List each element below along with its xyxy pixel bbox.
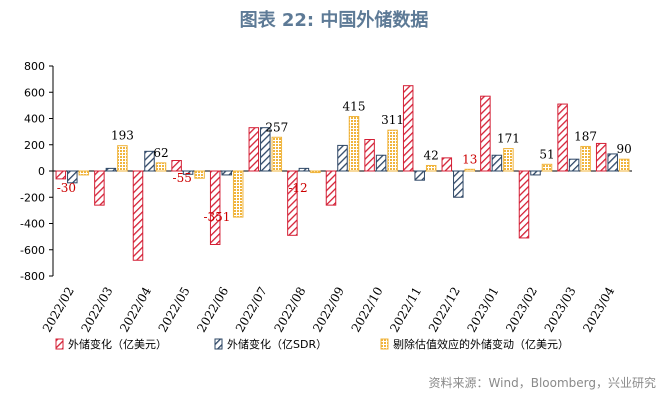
bar-fx-sdr (105, 167, 117, 172)
data-labels: -30 193 62 -55 -351 257 -12 415 311 42 13 171 51 187 9… (57, 100, 632, 225)
bar-fx-usd (248, 127, 260, 172)
x-tick-label: 2022/02 (40, 285, 77, 335)
bar-fx-sdr (221, 170, 232, 176)
x-tick-label: 2022/10 (349, 285, 386, 335)
bar-fx-usd (402, 85, 414, 172)
x-tick-label: 2022/03 (78, 285, 115, 335)
x-tick-label: 2022/11 (387, 285, 424, 335)
legend-label: 外储变化（亿SDR） (227, 337, 327, 351)
bar-fx-usd (325, 170, 337, 206)
x-tick-label: 2022/12 (426, 285, 463, 335)
bar-fx-sdr (260, 127, 271, 172)
bar-fx-adjusted (541, 163, 553, 172)
legend-swatch (380, 338, 389, 350)
x-tick-label: 2022/08 (271, 285, 308, 335)
y-tick-label: 0 (38, 165, 45, 178)
y-tick-label: -400 (20, 218, 45, 231)
bar-fx-usd (480, 95, 491, 172)
legend-swatch (214, 338, 223, 350)
y-tick-label: -800 (20, 270, 45, 283)
data-label: 415 (343, 100, 366, 114)
bar-fx-sdr (337, 144, 348, 172)
source-note: 资料来源：Wind，Bloomberg，兴业研究 (428, 376, 656, 390)
data-label: 62 (153, 146, 168, 160)
bar-fx-adjusted (271, 136, 283, 172)
data-label: 42 (424, 148, 439, 162)
bar-fx-usd (595, 142, 607, 172)
data-label: 171 (497, 132, 520, 146)
bar-fx-adjusted (310, 170, 321, 174)
bars (55, 85, 630, 261)
x-tick-label: 2022/05 (156, 285, 193, 335)
bar-fx-sdr (298, 167, 310, 172)
data-label: 13 (462, 152, 477, 166)
y-tick-label: 800 (24, 60, 45, 73)
bar-fx-sdr (144, 150, 155, 172)
y-tick-label: -200 (20, 191, 45, 204)
bar-fx-sdr (414, 170, 425, 181)
data-label: 257 (265, 120, 288, 134)
data-label: 311 (381, 113, 404, 127)
x-tick-label: 2022/07 (233, 285, 270, 335)
y-tick-label: 600 (24, 86, 45, 99)
bar-fx-adjusted (580, 145, 591, 172)
bar-fx-sdr (530, 170, 541, 176)
data-label: -55 (173, 171, 192, 185)
x-tick-label: 2022/06 (194, 285, 231, 335)
bar-fx-adjusted (425, 164, 437, 172)
bar-fx-usd (441, 157, 453, 172)
bar-fx-sdr (607, 153, 618, 172)
y-tick-label: -600 (20, 244, 45, 257)
bar-fx-sdr (568, 158, 580, 172)
bar-fx-usd (287, 170, 298, 236)
bar-fx-usd (557, 103, 568, 172)
bar-fx-sdr (375, 154, 387, 172)
bar-fx-sdr (182, 170, 194, 175)
bar-fx-adjusted (387, 129, 398, 172)
legend-swatch (55, 338, 64, 350)
data-label: 90 (617, 142, 632, 156)
bar-fx-usd (364, 139, 375, 172)
data-label: 51 (539, 147, 554, 161)
y-tick-label: 400 (24, 113, 45, 126)
legend: 外储变化（亿美元） 外储变化（亿SDR） 剔除估值效应的外储变动（亿美元） (55, 337, 569, 351)
bar-fx-adjusted (232, 170, 244, 218)
legend-label: 剔除估值效应的外储变动（亿美元） (393, 337, 569, 351)
legend-label: 外储变化（亿美元） (68, 337, 167, 351)
y-tick-label: 200 (24, 139, 45, 152)
bar-fx-adjusted (464, 168, 476, 172)
bar-fx-adjusted (503, 148, 514, 172)
bar-fx-sdr (67, 170, 78, 184)
x-tick-label: 2023/02 (503, 285, 540, 335)
data-label: 187 (574, 129, 597, 143)
x-tick-label: 2023/03 (542, 285, 579, 335)
bar-fx-usd (55, 170, 67, 180)
bar-fx-usd (171, 160, 182, 172)
x-tick-label: 2023/04 (580, 284, 617, 334)
bar-fx-adjusted (194, 170, 205, 179)
bar-fx-usd (209, 170, 221, 245)
bar-fx-sdr (491, 154, 503, 172)
bar-fx-usd (132, 170, 144, 261)
data-label: -12 (288, 181, 307, 195)
bar-fx-adjusted (618, 158, 630, 172)
data-label: 193 (111, 129, 134, 143)
data-label: -30 (57, 181, 76, 195)
x-tick-label: 2022/09 (310, 285, 347, 335)
bar-fx-adjusted (348, 116, 360, 172)
bar-fx-adjusted (117, 145, 128, 172)
bar-fx-sdr (453, 170, 464, 198)
bar-fx-adjusted (78, 170, 90, 176)
x-tick-label: 2023/01 (464, 285, 501, 335)
bar-fx-usd (518, 170, 530, 239)
data-label: -351 (203, 210, 230, 224)
x-tick-label: 2022/04 (117, 284, 154, 334)
bar-fx-adjusted (155, 162, 167, 172)
bar-fx-usd (94, 170, 105, 206)
chart-title: 图表 22: 中国外储数据 (239, 10, 429, 31)
